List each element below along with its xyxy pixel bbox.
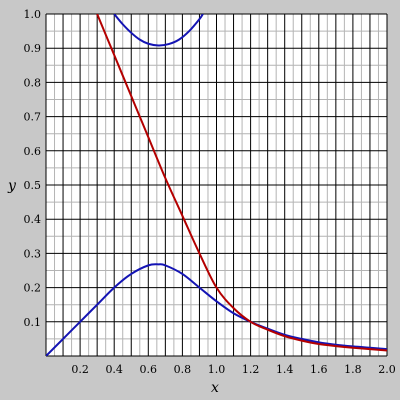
y-tick-label: 0.4 (24, 213, 42, 226)
x-tick-label: 0.4 (105, 363, 123, 376)
y-tick-label: 0.3 (24, 247, 42, 260)
grid (45, 13, 388, 357)
x-tick-label: 1.8 (344, 363, 362, 376)
x-axis-label: x (211, 380, 219, 396)
x-tick-label: 0.6 (140, 363, 158, 376)
x-tick-label: 1.0 (208, 363, 226, 376)
y-tick-label: 0.9 (24, 42, 42, 55)
x-tick-label: 1.6 (310, 363, 328, 376)
y-tick-label: 1.0 (24, 8, 42, 21)
y-tick-label: 0.5 (24, 179, 42, 192)
x-tick-label: 1.2 (242, 363, 260, 376)
y-tick-label: 0.2 (24, 282, 42, 295)
series-layer (46, 14, 387, 356)
tick-labels: 0.2 0.4 0.6 0.8 1.0 1.2 1.4 1.6 1.8 2.0 0.1 0.2 0.3 0… (24, 8, 396, 376)
y-tick-label: 0.8 (24, 76, 42, 89)
series-line-2 (96, 14, 387, 352)
y-axis-label: y (7, 178, 17, 194)
x-tick-label: 2.0 (378, 363, 396, 376)
x-tick-label: 0.8 (174, 363, 192, 376)
series-line-1 (46, 263, 387, 356)
y-tick-label: 0.7 (24, 111, 42, 124)
y-tick-label: 0.6 (24, 145, 42, 158)
x-tick-label: 0.2 (71, 363, 89, 376)
series-line-3 (113, 14, 204, 47)
y-tick-label: 0.1 (24, 316, 42, 329)
x-tick-label: 1.4 (276, 363, 294, 376)
